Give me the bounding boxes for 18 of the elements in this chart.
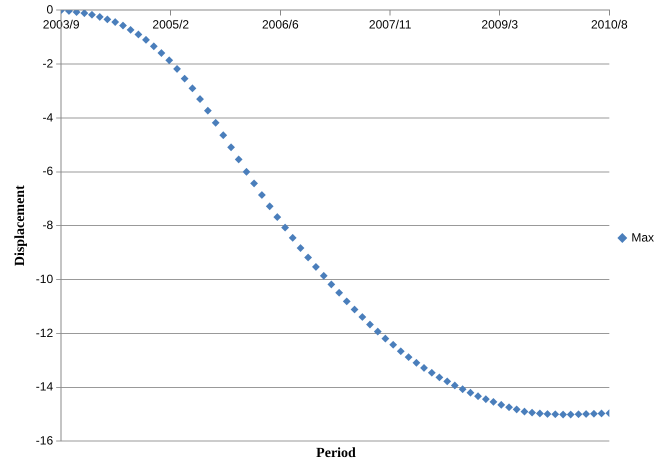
x-tick-label: 2009/3 [481,18,518,32]
x-tick-label: 2006/6 [262,18,300,32]
y-tick-label: -14 [36,380,54,394]
y-tick-label: -8 [42,218,54,232]
y-tick-label: 0 [46,2,54,17]
y-tick-label: -2 [42,56,54,70]
y-axis-title: Displacement [13,184,28,266]
y-tick-label: -6 [42,164,54,178]
y-tick-label: -10 [36,272,54,286]
x-tick-label: 2010/8 [590,18,628,32]
y-tick-label: -4 [42,110,54,124]
x-tick-label: 2007/11 [368,18,412,32]
y-tick-label: -16 [36,434,54,448]
x-tick-label: 2005/2 [152,18,190,32]
y-tick-label: -12 [36,326,54,340]
legend-label: Max [631,230,654,244]
x-axis-title: Period [316,446,356,462]
x-tick-label: 2003/9 [42,18,80,32]
